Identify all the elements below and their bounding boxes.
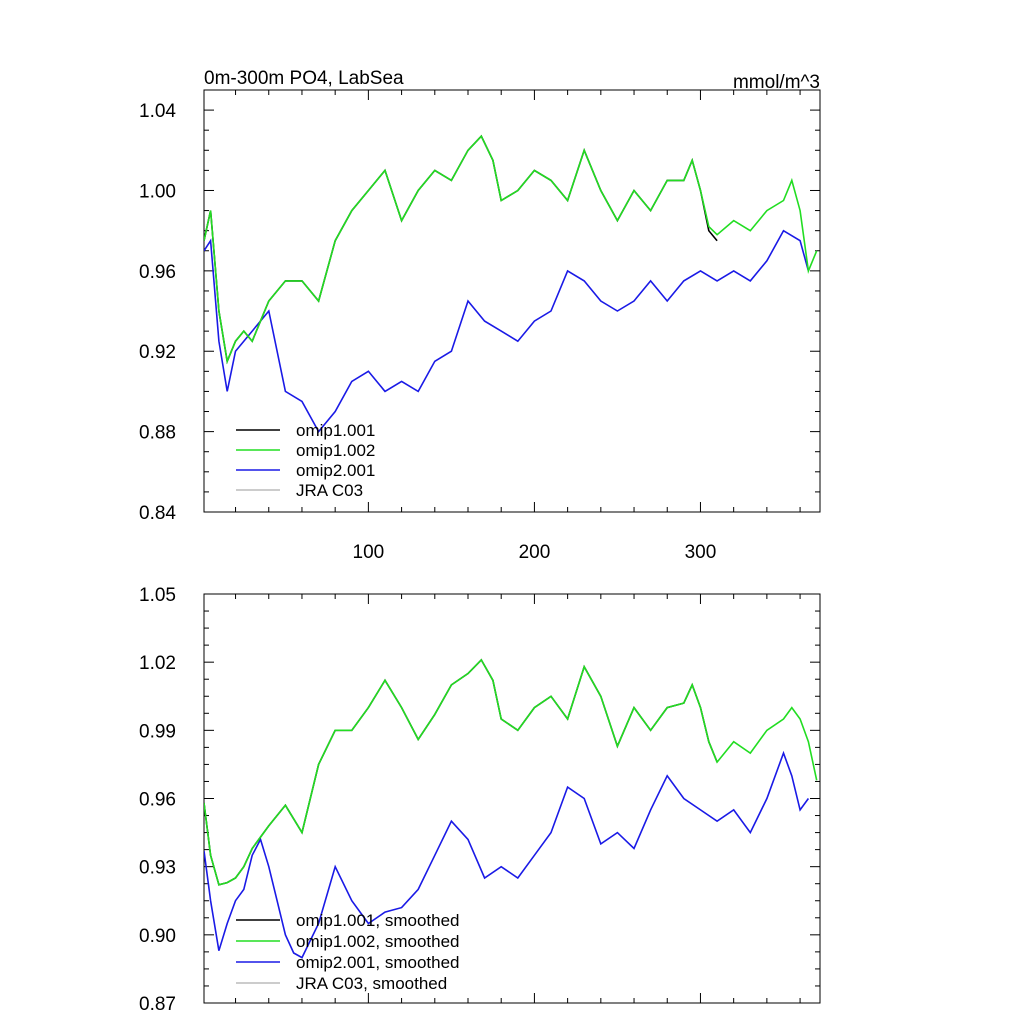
legend-label: omip2.001, smoothed xyxy=(296,953,460,972)
y-tick-label: 0.93 xyxy=(139,858,176,879)
x-tick-label: 300 xyxy=(685,542,717,563)
y-tick-label: 0.88 xyxy=(139,423,176,444)
plot-frame-0 xyxy=(203,89,821,513)
y-tick-label: 0.96 xyxy=(139,790,176,811)
legend-label: omip1.002, smoothed xyxy=(296,932,460,951)
series-line-omip2-001-smoothed xyxy=(204,750,810,959)
x-tick-label: 100 xyxy=(353,542,385,563)
legend-label: omip1.002 xyxy=(296,441,375,460)
y-tick-label: 0.99 xyxy=(139,721,176,742)
y-tick-label: 0.92 xyxy=(139,342,176,363)
y-tick-label: 0.96 xyxy=(139,262,176,283)
legend-label: JRA C03 xyxy=(296,481,363,500)
series-line-omip1-002-smoothed xyxy=(204,658,818,886)
series-line-omip1-001 xyxy=(204,134,718,365)
legend-label: omip2.001 xyxy=(296,461,375,480)
legend-label: JRA C03, smoothed xyxy=(296,974,447,993)
x-tick-label: 200 xyxy=(519,542,551,563)
y-tick-label: 1.00 xyxy=(139,181,176,202)
y-tick-label: 1.05 xyxy=(139,585,176,606)
series-line-omip2-001 xyxy=(204,229,810,434)
y-tick-label: 1.04 xyxy=(139,101,176,122)
top-panel: 0m-300m PO4, LabSea mmol/m^3 0.84 0.88 0.9… xyxy=(139,68,821,563)
series-line-omip1-002 xyxy=(204,134,818,365)
bottom-panel: 0.87 0.90 0.93 0.96 0.99 1.02 1.05 omip1.001, s… xyxy=(139,585,821,1015)
series-line-omip1-001-smoothed xyxy=(204,658,718,886)
y-tick-label: 0.84 xyxy=(139,503,176,524)
y-tick-label: 1.02 xyxy=(139,653,176,674)
legend-label: omip1.001, smoothed xyxy=(296,911,460,930)
top-panel-title: 0m-300m PO4, LabSea xyxy=(204,68,404,89)
y-tick-label: 0.87 xyxy=(139,994,176,1015)
y-tick-label: 0.90 xyxy=(139,926,176,947)
top-panel-units: mmol/m^3 xyxy=(733,72,820,93)
legend-label: omip1.001 xyxy=(296,421,375,440)
